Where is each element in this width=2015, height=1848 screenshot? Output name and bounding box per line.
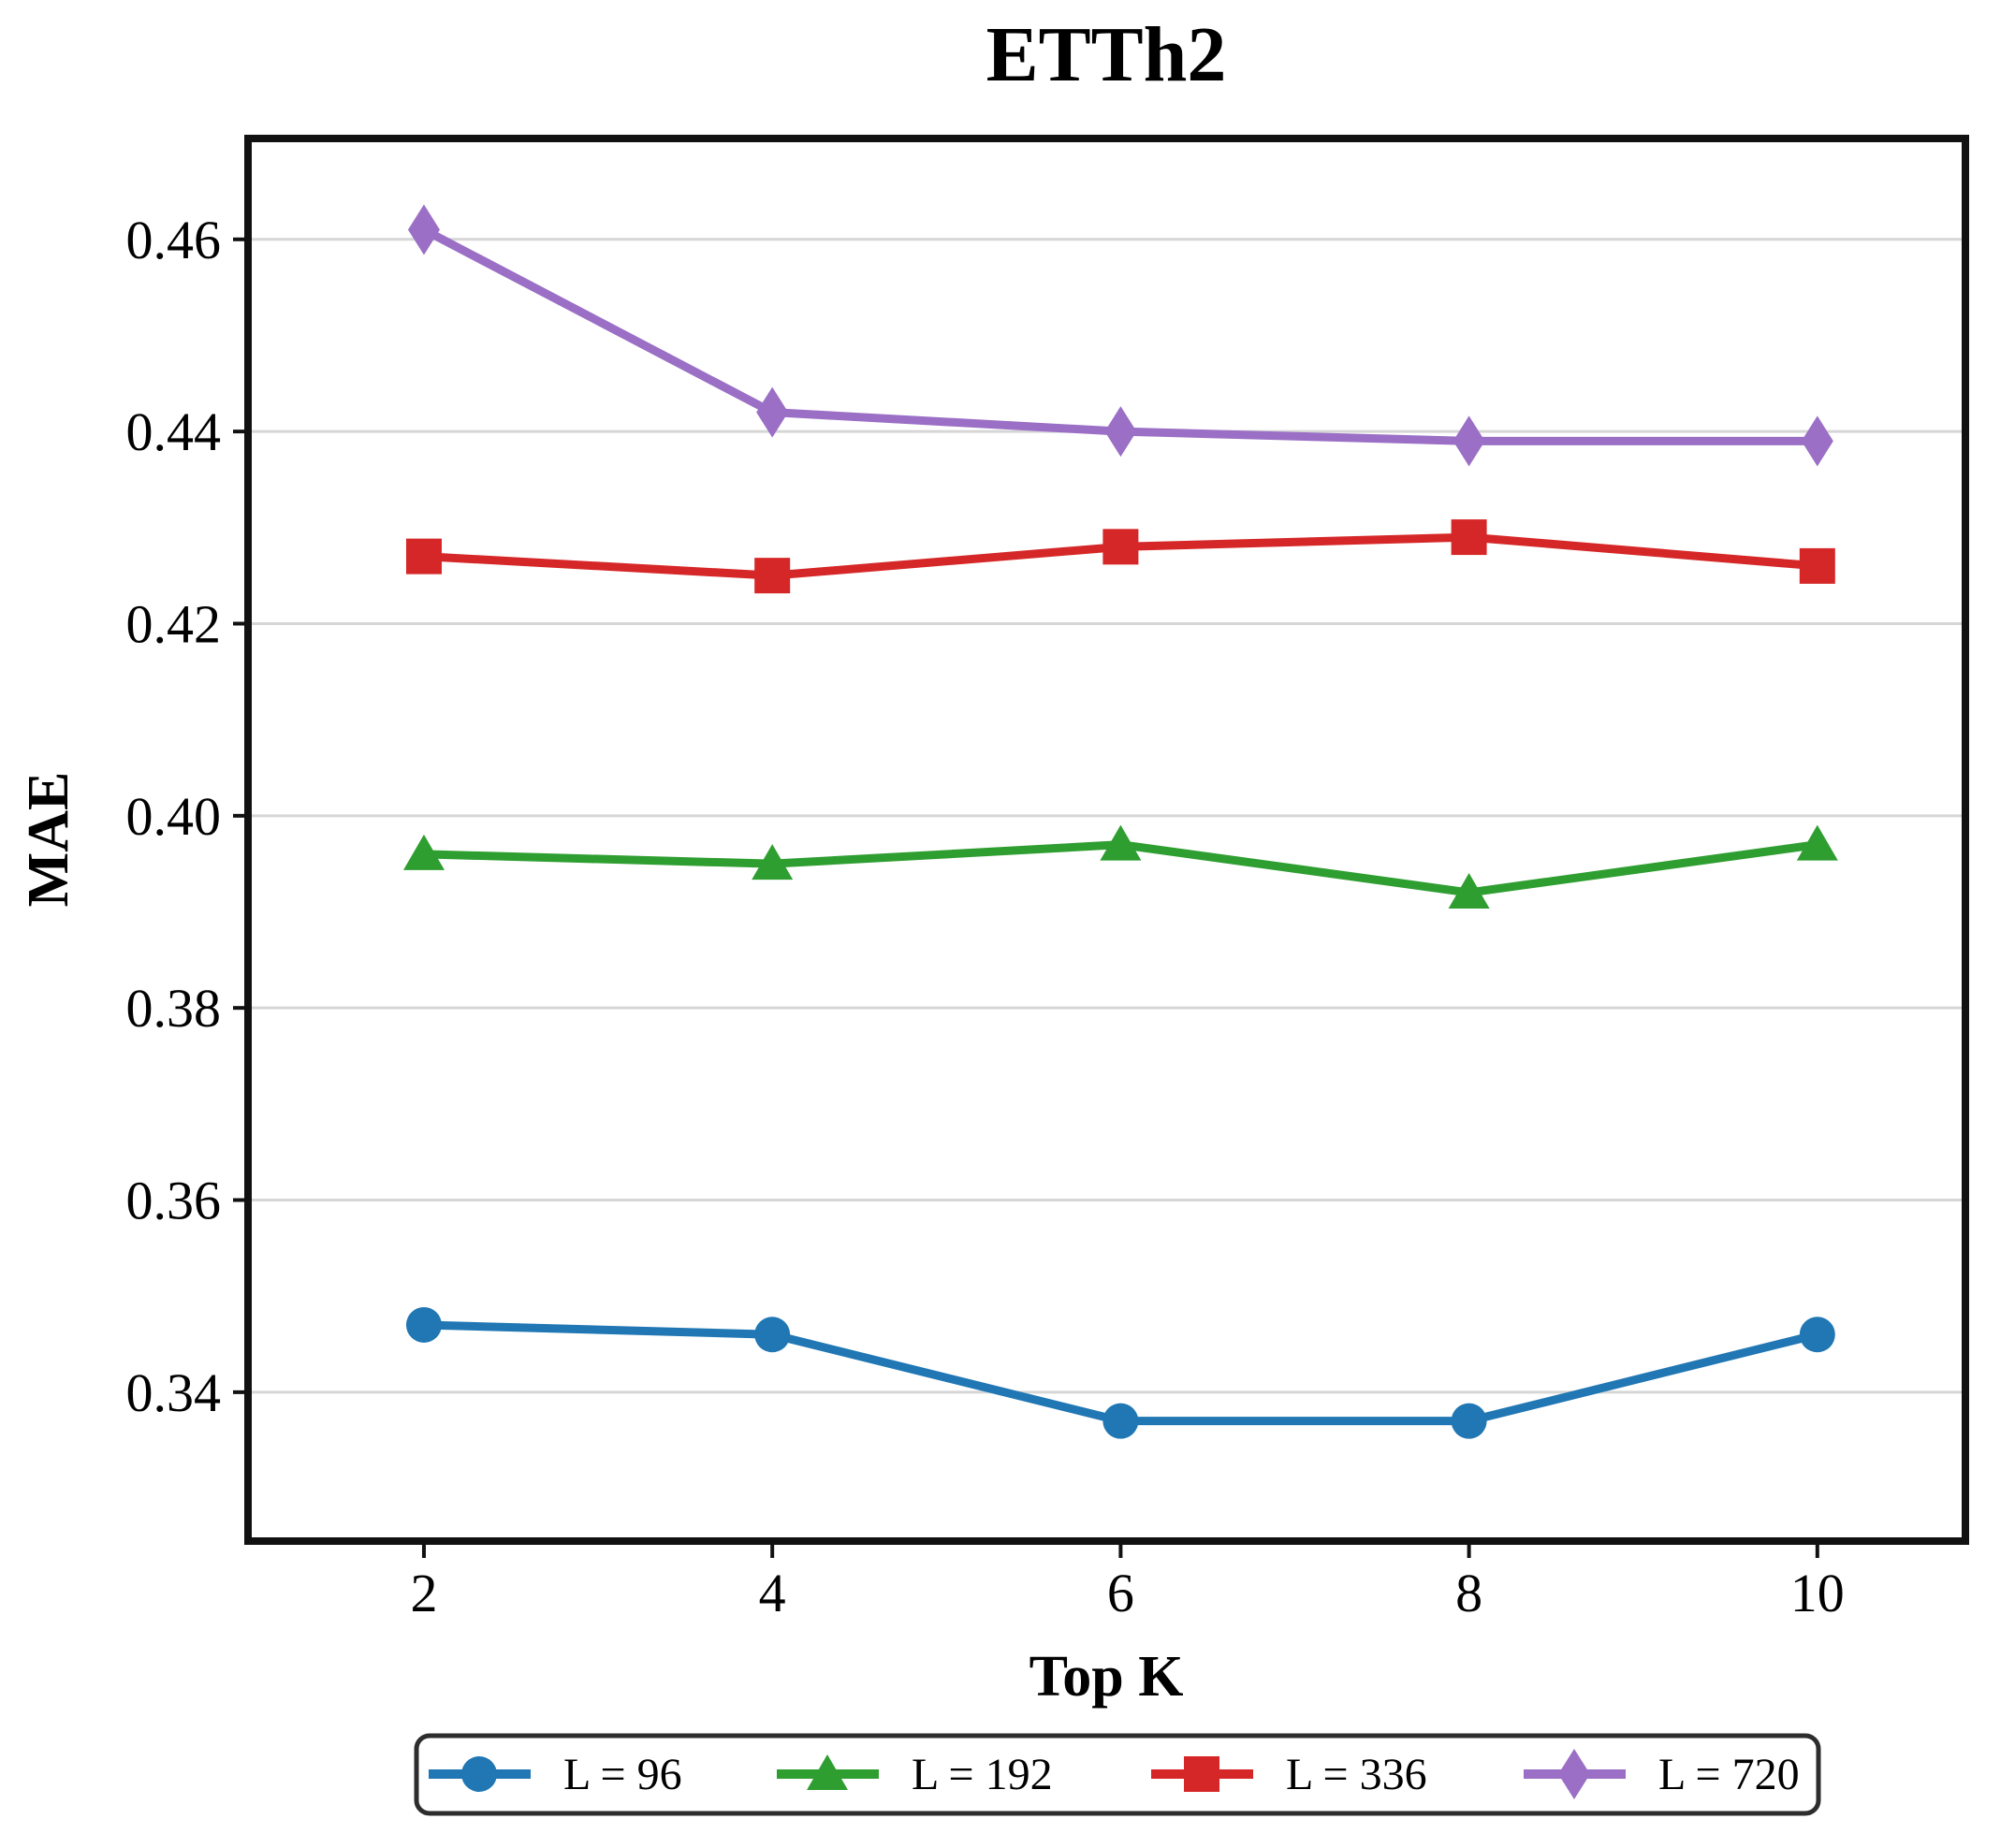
- x-tick-label: 2: [410, 1563, 437, 1623]
- series-marker-circle-icon: [1799, 1317, 1835, 1353]
- legend-item-L336: L = 336: [1151, 1750, 1427, 1799]
- axis-ticks: [233, 237, 1819, 1558]
- series-marker-circle-icon: [1451, 1403, 1487, 1439]
- x-tick-label: 4: [759, 1563, 786, 1623]
- y-axis-label: MAE: [17, 772, 80, 908]
- series-marker-square-icon: [754, 558, 791, 594]
- y-tick-label: 0.34: [126, 1362, 222, 1423]
- y-tick-label: 0.44: [126, 401, 222, 462]
- legend-marker-triangle-icon: [807, 1754, 848, 1790]
- legend-marker-diamond-icon: [1558, 1749, 1590, 1799]
- series-marker-square-icon: [1102, 529, 1139, 565]
- series-marker-square-icon: [1799, 547, 1835, 584]
- legend-label: L = 96: [563, 1750, 682, 1799]
- legend-item-L96: L = 96: [429, 1750, 682, 1799]
- series-marker-diamond-icon: [1453, 415, 1485, 467]
- y-tick-label: 0.38: [126, 978, 222, 1039]
- series-L720: [407, 204, 1833, 467]
- series-marker-diamond-icon: [1801, 415, 1833, 467]
- series-marker-triangle-icon: [1100, 824, 1142, 861]
- x-tick-label: 8: [1455, 1563, 1482, 1623]
- legend-item-L192: L = 192: [777, 1750, 1053, 1799]
- series-marker-diamond-icon: [756, 386, 789, 438]
- series-marker-circle-icon: [1102, 1403, 1139, 1439]
- series-marker-diamond-icon: [407, 204, 440, 255]
- gridlines: [248, 238, 1965, 1394]
- series-L96: [405, 1306, 1835, 1439]
- x-tick-label: 10: [1790, 1563, 1845, 1623]
- chart-title: ETTh2: [986, 11, 1227, 98]
- y-tick-label: 0.46: [126, 210, 222, 270]
- y-tick-label: 0.42: [126, 593, 222, 654]
- series-marker-triangle-icon: [752, 844, 794, 880]
- y-tick-label: 0.36: [126, 1171, 222, 1231]
- legend-marker-circle-icon: [461, 1756, 497, 1792]
- legend-label: L = 192: [912, 1750, 1053, 1799]
- x-tick-label: 6: [1107, 1563, 1134, 1623]
- legend: L = 96 L = 192 L = 336 L = 720: [414, 1733, 1821, 1816]
- series-marker-triangle-icon: [1796, 824, 1838, 861]
- legend-item-L720: L = 720: [1524, 1749, 1800, 1799]
- legend-box: [414, 1733, 1821, 1816]
- series-marker-square-icon: [1451, 519, 1487, 556]
- series-marker-triangle-icon: [402, 834, 445, 870]
- series-marker-circle-icon: [754, 1317, 791, 1353]
- series-marker-triangle-icon: [1448, 872, 1490, 909]
- series-lines: [402, 204, 1838, 1439]
- x-axis-label: Top K: [1029, 1645, 1184, 1709]
- series-L336: [405, 519, 1835, 594]
- legend-label: L = 720: [1658, 1750, 1800, 1799]
- series-L192: [402, 824, 1838, 909]
- series-marker-diamond-icon: [1104, 406, 1137, 458]
- legend-label: L = 336: [1286, 1750, 1427, 1799]
- series-marker-square-icon: [405, 538, 442, 575]
- series-marker-circle-icon: [405, 1306, 442, 1343]
- y-tick-label: 0.40: [126, 786, 222, 847]
- plot-frame: [244, 135, 1969, 1545]
- tick-labels: 0.34 0.36 0.38 0.40 0.42 0.44 0.46 2 4 6 8 10: [126, 210, 1845, 1623]
- legend-marker-square-icon: [1184, 1756, 1219, 1792]
